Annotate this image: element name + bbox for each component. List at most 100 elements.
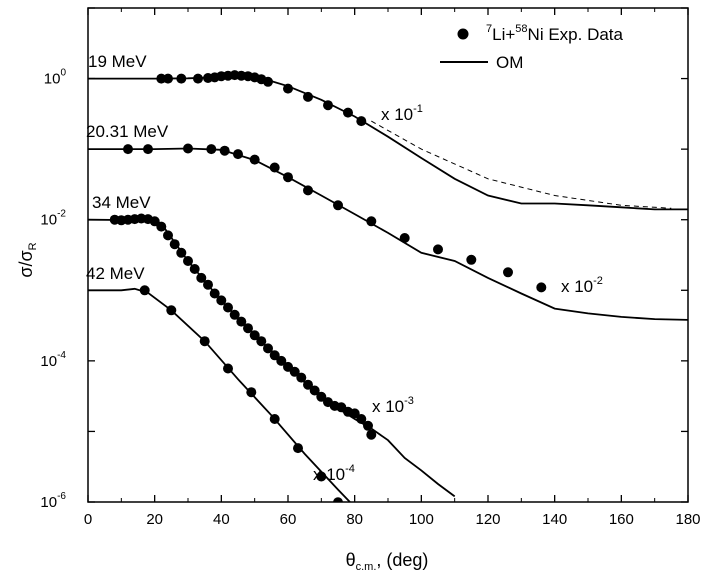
- data-point: [269, 162, 280, 173]
- data-point: [176, 73, 187, 84]
- energy-label: 42 MeV: [86, 264, 145, 283]
- data-point: [123, 144, 133, 155]
- data-point: [303, 379, 313, 390]
- data-point: [333, 497, 343, 502]
- data-point: [249, 330, 260, 341]
- data-point: [193, 73, 203, 84]
- x-tick-label: 100: [409, 511, 434, 528]
- x-tick-label: 0: [84, 511, 92, 528]
- y-tick-label: 10-2: [40, 209, 66, 229]
- data-point: [283, 172, 293, 183]
- data-point: [223, 363, 233, 374]
- x-axis: 0 20 40 60 80 100 120 140 160 180: [84, 8, 701, 528]
- x-tick-label: 60: [280, 511, 297, 528]
- scale-factor-label: x 10-3: [372, 395, 414, 416]
- x-tick-label: 140: [542, 511, 567, 528]
- data-point: [349, 408, 360, 419]
- data-point: [269, 350, 280, 361]
- data-point: [219, 145, 230, 156]
- legend: 7Li+58Ni Exp. Data OM: [440, 23, 624, 72]
- data-point: [366, 429, 377, 440]
- data-point: [503, 267, 513, 278]
- x-axis-title: θc.m., (deg): [346, 550, 429, 573]
- data-point: [143, 144, 153, 155]
- data-point: [536, 282, 547, 293]
- data-point: [246, 387, 257, 398]
- om-dashed-curve: [371, 120, 672, 209]
- data-point: [466, 254, 477, 265]
- data-point: [249, 154, 260, 165]
- data-point: [166, 305, 177, 316]
- y-tick-label: 100: [44, 68, 67, 88]
- data-point: [163, 230, 173, 241]
- data-point: [209, 288, 220, 299]
- data-point: [199, 336, 210, 347]
- data-point: [366, 216, 377, 227]
- om-curve: [88, 75, 688, 211]
- energy-label: 20.31 MeV: [86, 122, 169, 141]
- data-point: [289, 366, 300, 377]
- data-point: [316, 391, 327, 402]
- scale-factor-label: x 10-1: [381, 103, 423, 124]
- data-point: [283, 83, 293, 94]
- y-axis: 10-6 10-4 10-2 100: [40, 7, 688, 511]
- data-point: [263, 76, 273, 87]
- series-labels: 19 MeV x 10-1 20.31 MeV x 10-2 34 MeV x 10-3 4…: [86, 52, 603, 484]
- data-point: [323, 100, 333, 111]
- data-point: [269, 414, 280, 424]
- data-point: [263, 343, 273, 354]
- legend-label-om: OM: [496, 53, 523, 72]
- data-point: [183, 256, 193, 266]
- data-point: [356, 116, 367, 127]
- legend-label-data: 7Li+58Ni Exp. Data: [486, 23, 624, 44]
- y-tick-label: 10-6: [40, 491, 66, 511]
- data-point: [296, 372, 307, 383]
- data-point: [189, 264, 200, 274]
- energy-label: 19 MeV: [88, 52, 147, 71]
- data-point: [309, 385, 320, 396]
- x-tick-label: 80: [346, 511, 363, 528]
- scale-factor-label: x 10-2: [561, 275, 603, 296]
- data-point: [356, 414, 367, 424]
- scale-factor-label: x 10-4: [313, 463, 355, 484]
- x-tick-label: 20: [146, 511, 163, 528]
- data-point: [206, 144, 217, 155]
- data-point: [363, 420, 373, 431]
- data-point: [156, 221, 167, 232]
- data-point: [139, 285, 150, 296]
- om-curve: [88, 147, 688, 321]
- om-curves: [88, 75, 688, 502]
- x-tick-label: 160: [609, 511, 634, 528]
- data-point: [343, 107, 353, 118]
- data-point: [316, 471, 327, 482]
- data-point: [243, 323, 253, 334]
- data-point: [229, 309, 240, 320]
- x-tick-label: 180: [675, 511, 700, 528]
- energy-label: 34 MeV: [92, 193, 151, 212]
- data-point: [233, 149, 243, 160]
- legend-marker-symbol: [457, 28, 469, 40]
- data-points: [109, 70, 547, 502]
- data-point: [293, 443, 303, 454]
- y-tick-label: 10-4: [40, 350, 66, 370]
- data-point: [169, 239, 180, 250]
- data-point: [303, 91, 313, 102]
- x-tick-label: 40: [213, 511, 230, 528]
- x-tick-label: 120: [475, 511, 500, 528]
- data-point: [176, 247, 187, 258]
- data-point: [216, 295, 227, 306]
- data-point: [203, 279, 213, 290]
- data-point: [196, 272, 207, 283]
- data-point: [333, 200, 343, 211]
- y-axis-title: σ/σR: [16, 242, 39, 277]
- data-point: [303, 185, 313, 196]
- data-point: [256, 336, 267, 347]
- data-point: [236, 316, 247, 327]
- data-point: [183, 143, 193, 154]
- data-point: [433, 244, 443, 255]
- data-point: [399, 233, 410, 243]
- data-point: [163, 73, 173, 84]
- data-point: [223, 302, 233, 313]
- data-point: [276, 355, 287, 366]
